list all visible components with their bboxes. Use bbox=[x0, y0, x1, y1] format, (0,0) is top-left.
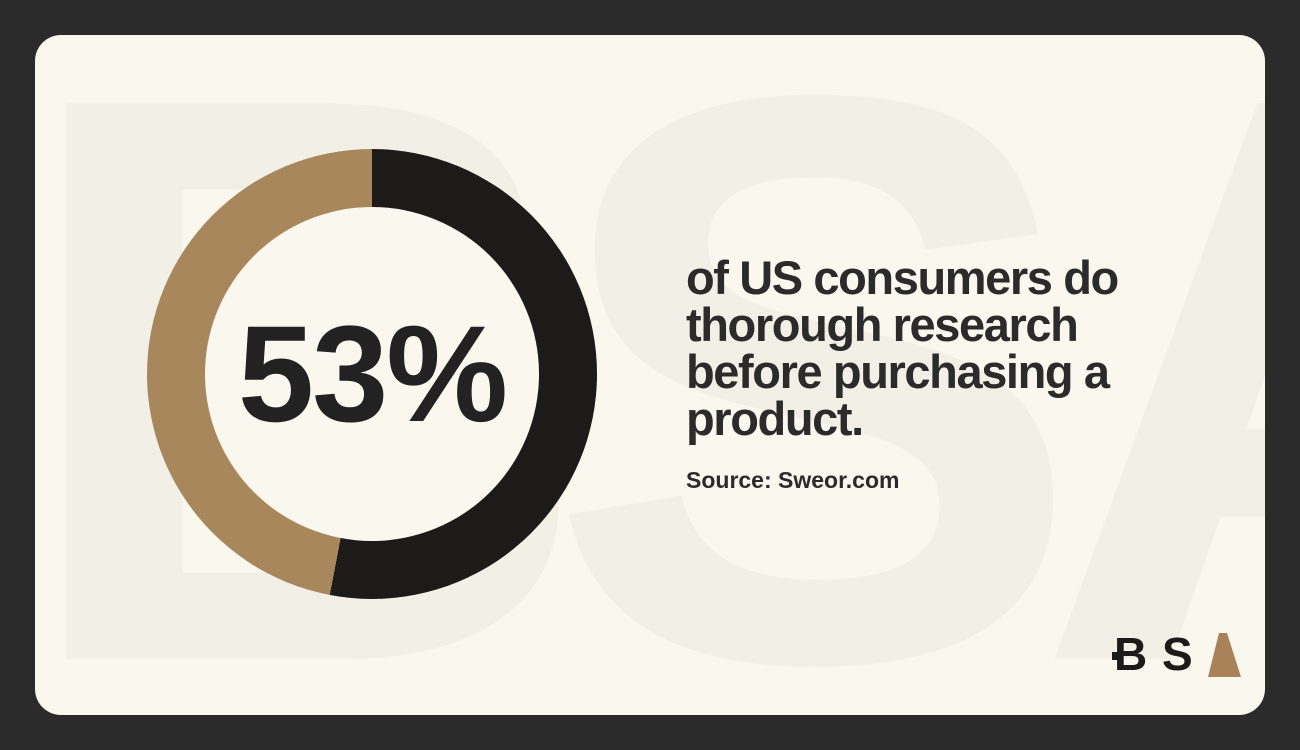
svg-text:B: B bbox=[1114, 633, 1147, 679]
svg-text:S: S bbox=[1162, 633, 1193, 679]
